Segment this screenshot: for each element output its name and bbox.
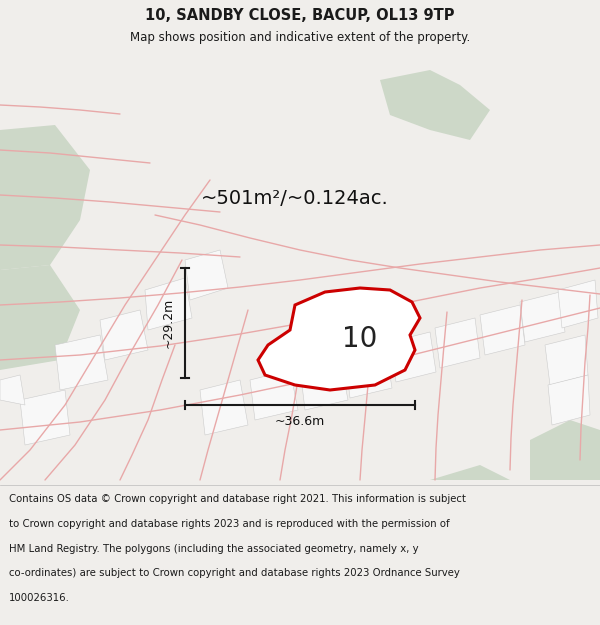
Polygon shape [0,125,90,270]
Text: 100026316.: 100026316. [9,593,70,603]
Polygon shape [55,335,108,390]
Polygon shape [345,345,392,398]
Polygon shape [435,318,480,368]
Polygon shape [380,70,490,140]
Polygon shape [390,332,436,382]
Text: ~36.6m: ~36.6m [275,415,325,428]
Polygon shape [200,380,248,435]
Polygon shape [300,358,348,410]
Text: 10, SANDBY CLOSE, BACUP, OL13 9TP: 10, SANDBY CLOSE, BACUP, OL13 9TP [145,8,455,22]
Polygon shape [430,465,510,480]
Polygon shape [520,292,565,342]
Text: ~29.2m: ~29.2m [162,298,175,348]
Polygon shape [0,265,80,370]
Text: 10: 10 [342,325,377,352]
Text: Contains OS data © Crown copyright and database right 2021. This information is : Contains OS data © Crown copyright and d… [9,494,466,504]
Polygon shape [20,390,70,445]
Polygon shape [480,305,525,355]
Polygon shape [258,288,420,390]
Text: HM Land Registry. The polygons (including the associated geometry, namely x, y: HM Land Registry. The polygons (includin… [9,544,419,554]
Polygon shape [100,310,148,360]
Text: Map shows position and indicative extent of the property.: Map shows position and indicative extent… [130,31,470,44]
Text: to Crown copyright and database rights 2023 and is reproduced with the permissio: to Crown copyright and database rights 2… [9,519,449,529]
Polygon shape [250,370,298,420]
Polygon shape [145,278,192,330]
Polygon shape [558,280,598,328]
Polygon shape [0,375,25,405]
Text: co-ordinates) are subject to Crown copyright and database rights 2023 Ordnance S: co-ordinates) are subject to Crown copyr… [9,568,460,578]
Polygon shape [185,250,228,300]
Text: ~501m²/~0.124ac.: ~501m²/~0.124ac. [201,189,389,208]
Polygon shape [530,420,600,480]
Polygon shape [545,335,588,385]
Polygon shape [548,375,590,425]
